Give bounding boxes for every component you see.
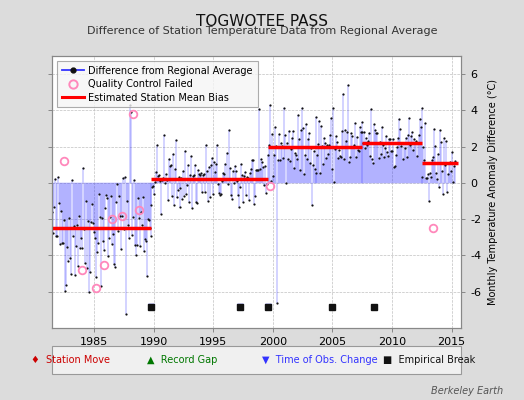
- Text: TOGWOTEE PASS: TOGWOTEE PASS: [196, 14, 328, 29]
- Text: Berkeley Earth: Berkeley Earth: [431, 386, 503, 396]
- Y-axis label: Monthly Temperature Anomaly Difference (°C): Monthly Temperature Anomaly Difference (…: [488, 79, 498, 305]
- Text: ■  Empirical Break: ■ Empirical Break: [383, 355, 475, 365]
- Text: Difference of Station Temperature Data from Regional Average: Difference of Station Temperature Data f…: [87, 26, 437, 36]
- Text: ▲  Record Gap: ▲ Record Gap: [147, 355, 217, 365]
- Legend: Difference from Regional Average, Quality Control Failed, Estimated Station Mean: Difference from Regional Average, Qualit…: [57, 61, 258, 107]
- Text: ♦  Station Move: ♦ Station Move: [31, 355, 111, 365]
- Text: ▼  Time of Obs. Change: ▼ Time of Obs. Change: [262, 355, 378, 365]
